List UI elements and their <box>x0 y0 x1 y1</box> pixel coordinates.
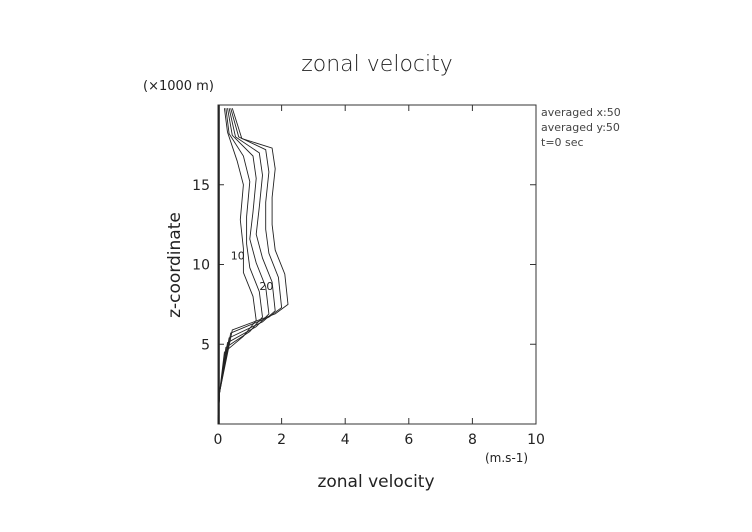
contour-label: 10 <box>231 250 245 263</box>
x-tick-label: 4 <box>341 432 350 448</box>
x-tick-label: 6 <box>404 432 413 448</box>
x-axis-ticks: 0 2 4 6 8 10 <box>214 105 545 448</box>
x-tick-label: 2 <box>277 432 286 448</box>
contour-labels: 10 20 <box>231 250 274 293</box>
info-annotation: t=0 sec <box>541 136 584 149</box>
contour-line <box>217 108 270 425</box>
contour-line <box>217 108 283 425</box>
y-unit-label: (×1000 m) <box>143 79 214 94</box>
y-axis-label: z-coordinate <box>165 212 185 318</box>
contour-line <box>217 108 289 425</box>
x-tick-label: 10 <box>527 432 545 448</box>
y-tick-label: 15 <box>192 178 210 194</box>
y-tick-label: 5 <box>201 337 210 353</box>
y-tick-label: 10 <box>192 258 210 274</box>
contour-line <box>217 108 263 425</box>
x-tick-label: 0 <box>214 432 223 448</box>
chart-title: zonal velocity <box>301 52 453 77</box>
x-axis-label: zonal velocity <box>317 472 434 492</box>
info-annotation: averaged y:50 <box>541 121 620 134</box>
contour-line <box>217 108 276 425</box>
contour-line <box>217 108 257 425</box>
info-annotations: averaged x:50 averaged y:50 t=0 sec <box>541 106 621 149</box>
x-unit-label: (m.s-1) <box>485 451 528 465</box>
contour-label: 20 <box>259 280 273 293</box>
x-tick-label: 8 <box>468 432 477 448</box>
contour-lines <box>217 105 289 425</box>
info-annotation: averaged x:50 <box>541 106 621 119</box>
